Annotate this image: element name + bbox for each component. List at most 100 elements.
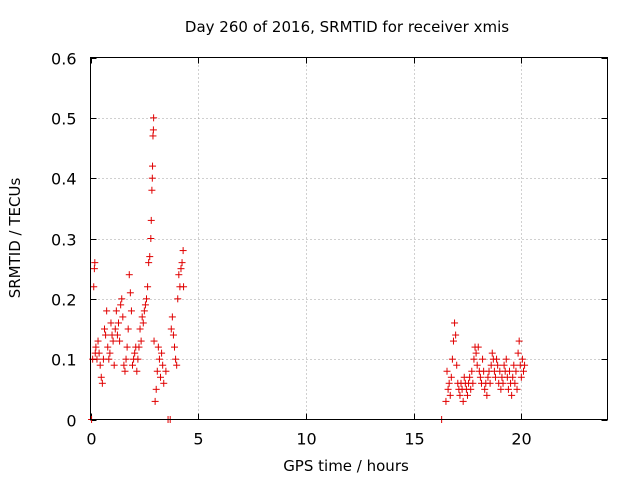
data-point (127, 307, 135, 315)
x-tick-labels: 0 5 10 15 20 (86, 430, 531, 449)
data-point (125, 271, 133, 279)
data-point (106, 349, 114, 357)
x-tick-label: 15 (404, 430, 424, 449)
data-point (148, 174, 156, 182)
data-point (112, 307, 120, 315)
data-point (158, 349, 166, 357)
data-point (521, 361, 529, 369)
data-point (472, 349, 480, 357)
data-point (149, 132, 157, 140)
data-point (155, 355, 163, 363)
y-tick-label: 0.2 (51, 291, 76, 310)
data-point (160, 379, 168, 387)
data-point (122, 355, 130, 363)
data-point (151, 397, 159, 405)
chart-title: Day 260 of 2016, SRMTID for receiver xmi… (185, 18, 509, 36)
data-point (157, 373, 165, 381)
data-point (167, 325, 175, 333)
y-tick-labels: 0 0.1 0.2 0.3 0.4 0.5 0.6 (51, 50, 76, 431)
data-point (162, 367, 170, 375)
data-point (179, 247, 187, 255)
data-point (449, 337, 457, 345)
data-point (168, 313, 176, 321)
x-tick-label: 0 (86, 430, 96, 449)
data-point (453, 361, 461, 369)
data-point (473, 361, 481, 369)
data-point (90, 283, 98, 291)
data-point (135, 343, 143, 351)
data-point (445, 379, 453, 387)
y-tick-label: 0.4 (51, 170, 76, 189)
data-point (123, 343, 131, 351)
data-point (443, 367, 451, 375)
y-tick-label: 0.1 (51, 351, 76, 370)
data-point (500, 361, 508, 369)
data-point (144, 283, 152, 291)
data-point (474, 343, 482, 351)
grid-lines (90, 57, 608, 420)
data-point (180, 283, 188, 291)
data-point (483, 391, 491, 399)
data-point (149, 126, 157, 134)
data-point (119, 313, 127, 321)
data-point (102, 331, 110, 339)
data-point (171, 343, 179, 351)
y-axis-label: SRMTID / TECUs (6, 178, 24, 299)
x-tick-label: 10 (296, 430, 316, 449)
data-point (169, 331, 177, 339)
data-point (513, 385, 521, 393)
data-point (508, 391, 516, 399)
data-point (504, 385, 512, 393)
data-point (511, 379, 519, 387)
data-point (175, 271, 183, 279)
data-point (456, 391, 464, 399)
data-points (88, 114, 529, 423)
data-point (115, 319, 123, 327)
x-axis-label: GPS time / hours (283, 457, 409, 475)
data-point (470, 355, 478, 363)
data-point (95, 349, 103, 357)
data-point (177, 265, 185, 273)
data-point (126, 289, 134, 297)
data-point (487, 361, 495, 369)
data-point (442, 397, 450, 405)
data-point (145, 259, 153, 267)
data-point (499, 379, 507, 387)
data-point (517, 373, 525, 381)
data-point (469, 379, 477, 387)
data-point (116, 337, 124, 345)
data-point (140, 307, 148, 315)
data-point (131, 349, 139, 357)
data-point (518, 355, 526, 363)
data-point (514, 349, 522, 357)
data-point (491, 373, 499, 381)
data-point (133, 367, 141, 375)
data-point (509, 373, 517, 381)
data-point (96, 361, 104, 369)
data-point (481, 385, 489, 393)
data-point (141, 301, 149, 309)
x-tick-label: 20 (511, 430, 531, 449)
data-point (137, 337, 145, 345)
data-point (146, 253, 154, 261)
data-point (174, 295, 182, 303)
data-point (519, 367, 527, 375)
data-point (90, 265, 98, 273)
data-point (103, 307, 111, 315)
data-point (149, 162, 157, 170)
data-point (91, 259, 99, 267)
data-point (463, 391, 471, 399)
data-point (134, 355, 142, 363)
data-point (110, 361, 118, 369)
data-point (512, 367, 520, 375)
y-tick-label: 0.6 (51, 50, 76, 69)
data-point (150, 337, 158, 345)
data-point (159, 361, 167, 369)
data-point (444, 385, 452, 393)
data-point (105, 355, 113, 363)
data-point (139, 319, 147, 327)
data-point (452, 331, 460, 339)
y-tick-label: 0.3 (51, 231, 76, 250)
data-point (484, 373, 492, 381)
data-point (178, 259, 186, 267)
